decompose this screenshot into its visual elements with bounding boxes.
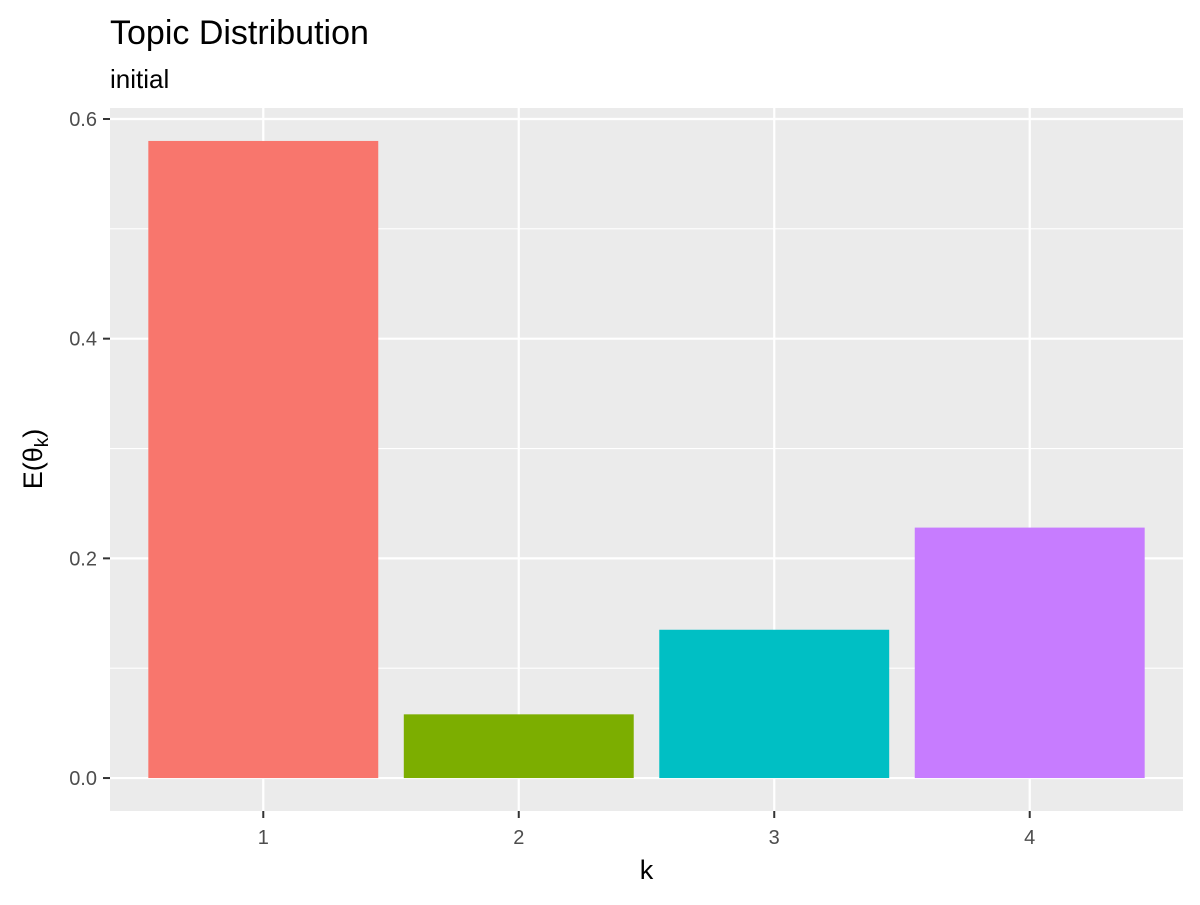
y-axis-label-main: E(θ — [18, 447, 48, 489]
y-axis-label-close: ) — [18, 429, 48, 438]
y-tick-label: 0.4 — [69, 329, 97, 351]
bar-3 — [659, 629, 890, 779]
y-axis-label-subscript: k — [32, 437, 53, 447]
x-axis: 1 2 3 4 — [258, 811, 1035, 849]
x-tick-label: 2 — [513, 827, 524, 849]
x-tick-label: 1 — [258, 827, 269, 849]
x-tick-label: 3 — [769, 827, 780, 849]
y-tick-label: 0.0 — [69, 768, 97, 790]
y-tick-label: 0.2 — [69, 548, 97, 570]
x-tick-label: 4 — [1024, 827, 1035, 849]
y-axis: 0.0 0.2 0.4 0.6 — [69, 109, 110, 790]
bars — [148, 140, 1145, 779]
bar-2 — [403, 714, 634, 779]
chart-subtitle: initial — [110, 64, 169, 94]
bar-4 — [914, 527, 1145, 779]
y-axis-label: E(θk) — [18, 429, 53, 490]
y-tick-label: 0.6 — [69, 109, 97, 131]
bar-1 — [148, 140, 379, 779]
chart-title: Topic Distribution — [110, 14, 369, 52]
x-axis-label: k — [640, 855, 654, 885]
